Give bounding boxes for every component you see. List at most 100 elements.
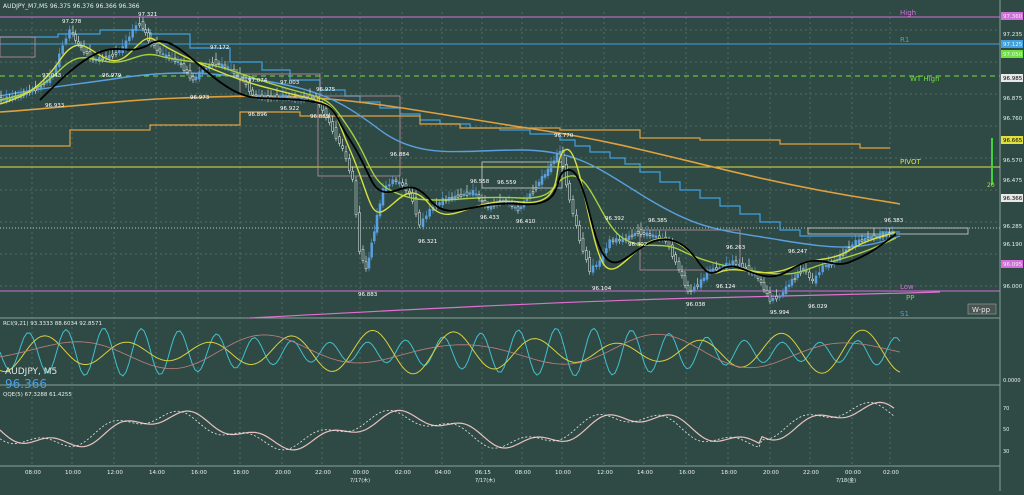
time-axis-tick: 12:00 xyxy=(107,470,123,476)
level-label-r1: R1 xyxy=(900,36,909,44)
price-annotation: 96.883 xyxy=(358,292,378,298)
pink-ma xyxy=(249,291,941,319)
time-axis-tick: 16:00 xyxy=(679,470,695,476)
time-axis-tick: 02:00 xyxy=(395,470,411,476)
time-axis-tick: 18:00 xyxy=(721,470,737,476)
grid-lines xyxy=(0,12,1000,466)
time-axis-tick: 00:00 xyxy=(845,470,861,476)
qqe-axis-tick: 50 xyxy=(1003,427,1009,433)
price-annotation: 96.392 xyxy=(605,216,624,222)
price-annotation: 95.994 xyxy=(770,310,790,316)
price-annotation: 97.003 xyxy=(280,80,300,86)
wpp-box xyxy=(967,303,997,315)
price-axis-badge xyxy=(1001,50,1023,58)
rci-indicator xyxy=(0,327,901,377)
price-axis: 97.360 97.235 97.125 97.050 96.985 96.875 96.7… xyxy=(1001,12,1023,290)
price-axis-tick: 96.475 xyxy=(1003,178,1023,184)
price-annotation: 96.889 xyxy=(310,114,330,120)
price-annotation: 96.302 xyxy=(628,242,647,248)
range-box xyxy=(639,229,741,271)
blue-step-line xyxy=(0,29,900,237)
yellow-ma xyxy=(0,37,896,275)
price-annotation: 96.029 xyxy=(808,304,828,310)
price-annotation: 96.979 xyxy=(102,73,122,79)
price-axis-tick: 96.095 xyxy=(1003,262,1023,268)
price-axis-tick: 96.985 xyxy=(1003,76,1023,82)
zone-label: 20 xyxy=(987,182,995,189)
price-annotation: 96.124 xyxy=(716,284,736,290)
price-annotation: 96.247 xyxy=(788,249,808,255)
price-annotation: 97.278 xyxy=(62,19,82,25)
price-axis-tick: 97.360 xyxy=(1003,14,1023,20)
time-axis-tick: 08:00 xyxy=(25,470,41,476)
price-annotation: 96.922 xyxy=(280,106,299,112)
price-annotations: 97.278 97.321 97.043 96.933 96.979 97.172 96.9… xyxy=(42,12,904,316)
price-annotation: 96.410 xyxy=(516,219,536,225)
price-axis-tick: 97.235 xyxy=(1003,32,1023,38)
price-axis-tick: 97.125 xyxy=(1003,42,1023,48)
price-annotation: 96.884 xyxy=(390,152,410,158)
price-axis-tick: 96.875 xyxy=(1003,96,1023,102)
price-axis-tick: 96.366 xyxy=(1003,196,1023,202)
price-annotation: 96.770 xyxy=(554,133,574,139)
time-axis-tick: 14:00 xyxy=(637,470,653,476)
time-axis-tick: 08:00 xyxy=(515,470,531,476)
symbol-label: AUDJPY, M5 xyxy=(5,367,57,377)
symbol-price: 96.366 xyxy=(5,377,47,391)
price-axis-tick: 96.665 xyxy=(1003,138,1023,144)
price-axis-tick: 96.760 xyxy=(1003,116,1023,122)
time-axis-tick: 22:00 xyxy=(315,470,331,476)
price-annotation: 96.558 xyxy=(470,179,490,185)
price-annotation: 97.043 xyxy=(42,73,62,79)
price-annotation: 96.263 xyxy=(726,245,746,251)
time-axis-tick: 06:15 xyxy=(475,470,491,476)
price-axis-tick: 97.050 xyxy=(1003,52,1023,58)
price-annotation: 96.973 xyxy=(190,95,210,101)
level-label-wt-high: WT High xyxy=(910,75,940,83)
level-label-low: Low xyxy=(900,283,914,291)
blue-ma xyxy=(0,72,901,248)
time-axis-date: 7/17(木) xyxy=(350,477,370,484)
wpp-label: W-pp xyxy=(972,306,991,314)
time-axis-tick: 20:00 xyxy=(763,470,779,476)
time-axis-date: 7/18(金) xyxy=(836,477,856,484)
rci-title: RCI(9,21) 93.3333 88.6034 92.8571 xyxy=(3,321,102,327)
price-annotation: 96.038 xyxy=(686,302,706,308)
time-axis-tick: 04:00 xyxy=(435,470,451,476)
price-axis-tick: 96.190 xyxy=(1003,242,1023,248)
range-box xyxy=(317,95,401,177)
time-axis-tick: 20:00 xyxy=(275,470,291,476)
time-axis-tick: 14:00 xyxy=(149,470,165,476)
price-annotation: 96.385 xyxy=(648,218,668,224)
qqe-indicator xyxy=(0,401,895,451)
time-axis-date: 7/17(木) xyxy=(475,477,495,484)
level-label-pp: PP xyxy=(906,294,914,302)
price-annotation: 96.896 xyxy=(248,112,268,118)
time-axis-tick: 02:00 xyxy=(883,470,899,476)
price-annotation: 96.975 xyxy=(316,87,336,93)
chart-header: AUDJPY_M7,M5 96.375 96.376 96.366 96.366 xyxy=(3,3,140,10)
level-label-pivot: PIVOT xyxy=(900,158,921,166)
time-axis-tick: 22:00 xyxy=(803,470,819,476)
price-annotation: 96.383 xyxy=(884,218,904,224)
price-axis-tick: 96.000 xyxy=(1003,284,1023,290)
range-box xyxy=(0,36,36,58)
price-axis-tick: 96.570 xyxy=(1003,158,1023,164)
level-label-high: High xyxy=(900,9,916,17)
price-annotation: 96.104 xyxy=(592,286,612,292)
price-annotation: 96.321 xyxy=(418,239,437,245)
time-axis-tick: 10:00 xyxy=(555,470,571,476)
price-annotation: 96.559 xyxy=(497,180,517,186)
time-axis-tick: 12:00 xyxy=(597,470,613,476)
price-annotation: 97.074 xyxy=(248,78,268,84)
qqe-axis-tick: 30 xyxy=(1003,449,1009,455)
orange-ma xyxy=(0,95,901,205)
price-annotation: 97.321 xyxy=(138,12,157,18)
rci-axis-tick: 0.0000 xyxy=(1003,378,1021,384)
black-ma xyxy=(39,40,897,278)
qqe-title: QQE(5) 67.3288 61.4255 xyxy=(3,392,72,398)
time-axis-tick: 18:00 xyxy=(233,470,249,476)
qqe-axis-tick: 70 xyxy=(1003,406,1009,412)
